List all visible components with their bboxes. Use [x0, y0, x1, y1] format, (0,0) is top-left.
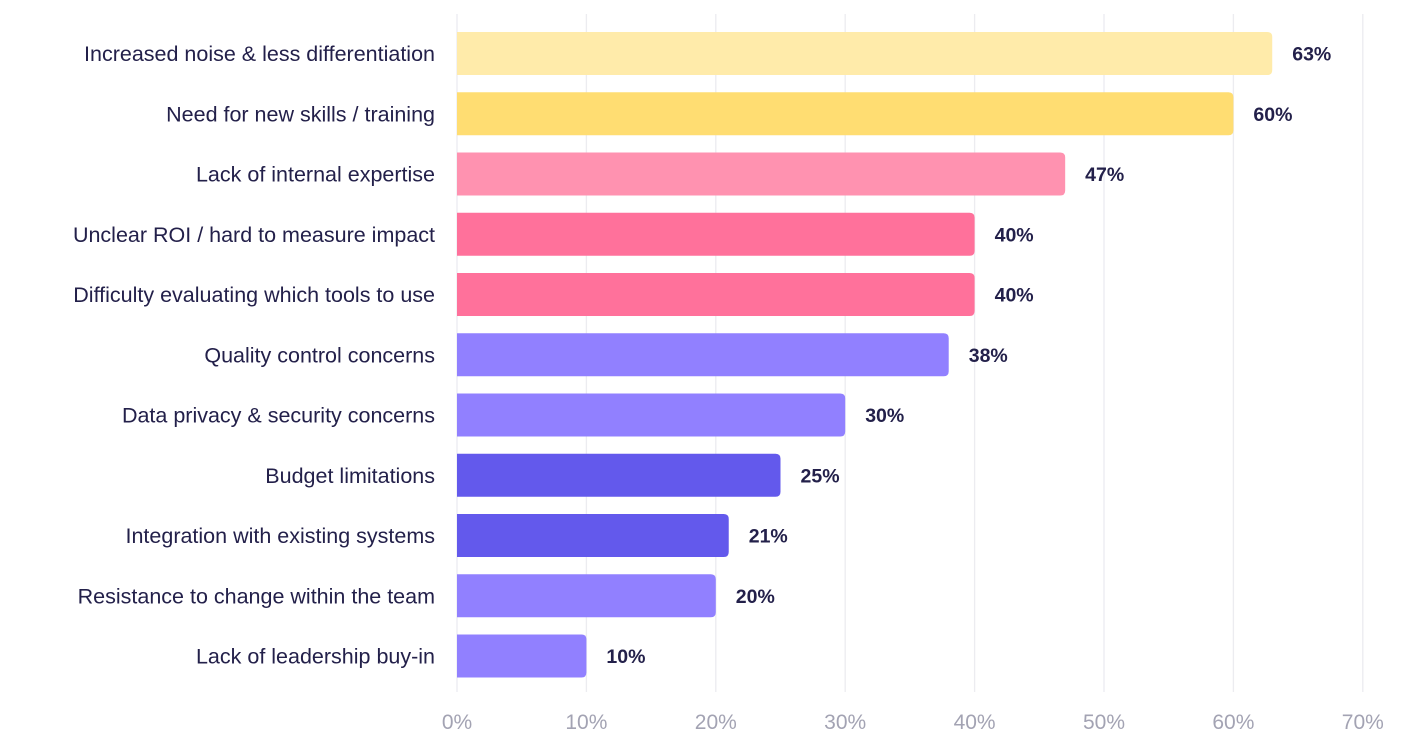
category-label: Unclear ROI / hard to measure impact [73, 223, 435, 247]
x-tick-label: 40% [954, 711, 996, 734]
x-axis-ticks: 0% 10% 20% 30% 40% 50% 60% 70% [442, 711, 1384, 734]
category-label: Increased noise & less differentiation [84, 42, 435, 66]
value-label: 40% [995, 285, 1034, 307]
category-label: Lack of internal expertise [196, 163, 435, 187]
x-tick-label: 30% [824, 711, 866, 734]
bar [457, 212, 975, 256]
x-tick-label: 10% [565, 711, 607, 734]
value-labels: 63% 60% 47% 40% 40% 38% 30% 25% 21% 20% 10% [606, 44, 1331, 669]
bar [457, 152, 1066, 196]
bar [457, 634, 587, 678]
bar [457, 393, 846, 437]
bar [457, 92, 1234, 136]
value-label: 63% [1292, 44, 1331, 66]
category-label: Quality control concerns [204, 343, 435, 367]
value-label: 38% [969, 345, 1008, 367]
value-label: 21% [749, 526, 788, 548]
category-label: Data privacy & security concerns [122, 404, 435, 428]
value-label: 60% [1253, 104, 1292, 126]
category-label: Difficulty evaluating which tools to use [73, 283, 435, 307]
category-label: Budget limitations [265, 464, 435, 488]
category-label: Resistance to change within the team [78, 584, 435, 608]
x-tick-label: 50% [1083, 711, 1125, 734]
x-tick-label: 70% [1342, 711, 1384, 734]
value-label: 25% [801, 465, 840, 487]
value-label: 20% [736, 586, 775, 608]
category-label: Integration with existing systems [126, 524, 436, 548]
bar [457, 574, 716, 618]
value-label: 30% [865, 405, 904, 427]
bars [457, 32, 1273, 678]
value-label: 10% [606, 646, 645, 668]
category-label: Need for new skills / training [166, 102, 435, 126]
bar [457, 32, 1273, 75]
category-labels: Increased noise & less differentiation Ne… [73, 42, 435, 669]
bar [457, 273, 975, 316]
bar [457, 453, 781, 497]
x-tick-label: 20% [695, 711, 737, 734]
value-label: 40% [995, 224, 1034, 246]
bar [457, 333, 949, 377]
category-label: Lack of leadership buy-in [196, 645, 435, 669]
value-label: 47% [1085, 164, 1124, 186]
x-tick-label: 60% [1212, 711, 1254, 734]
bar [457, 514, 729, 557]
x-tick-label: 0% [442, 711, 472, 734]
